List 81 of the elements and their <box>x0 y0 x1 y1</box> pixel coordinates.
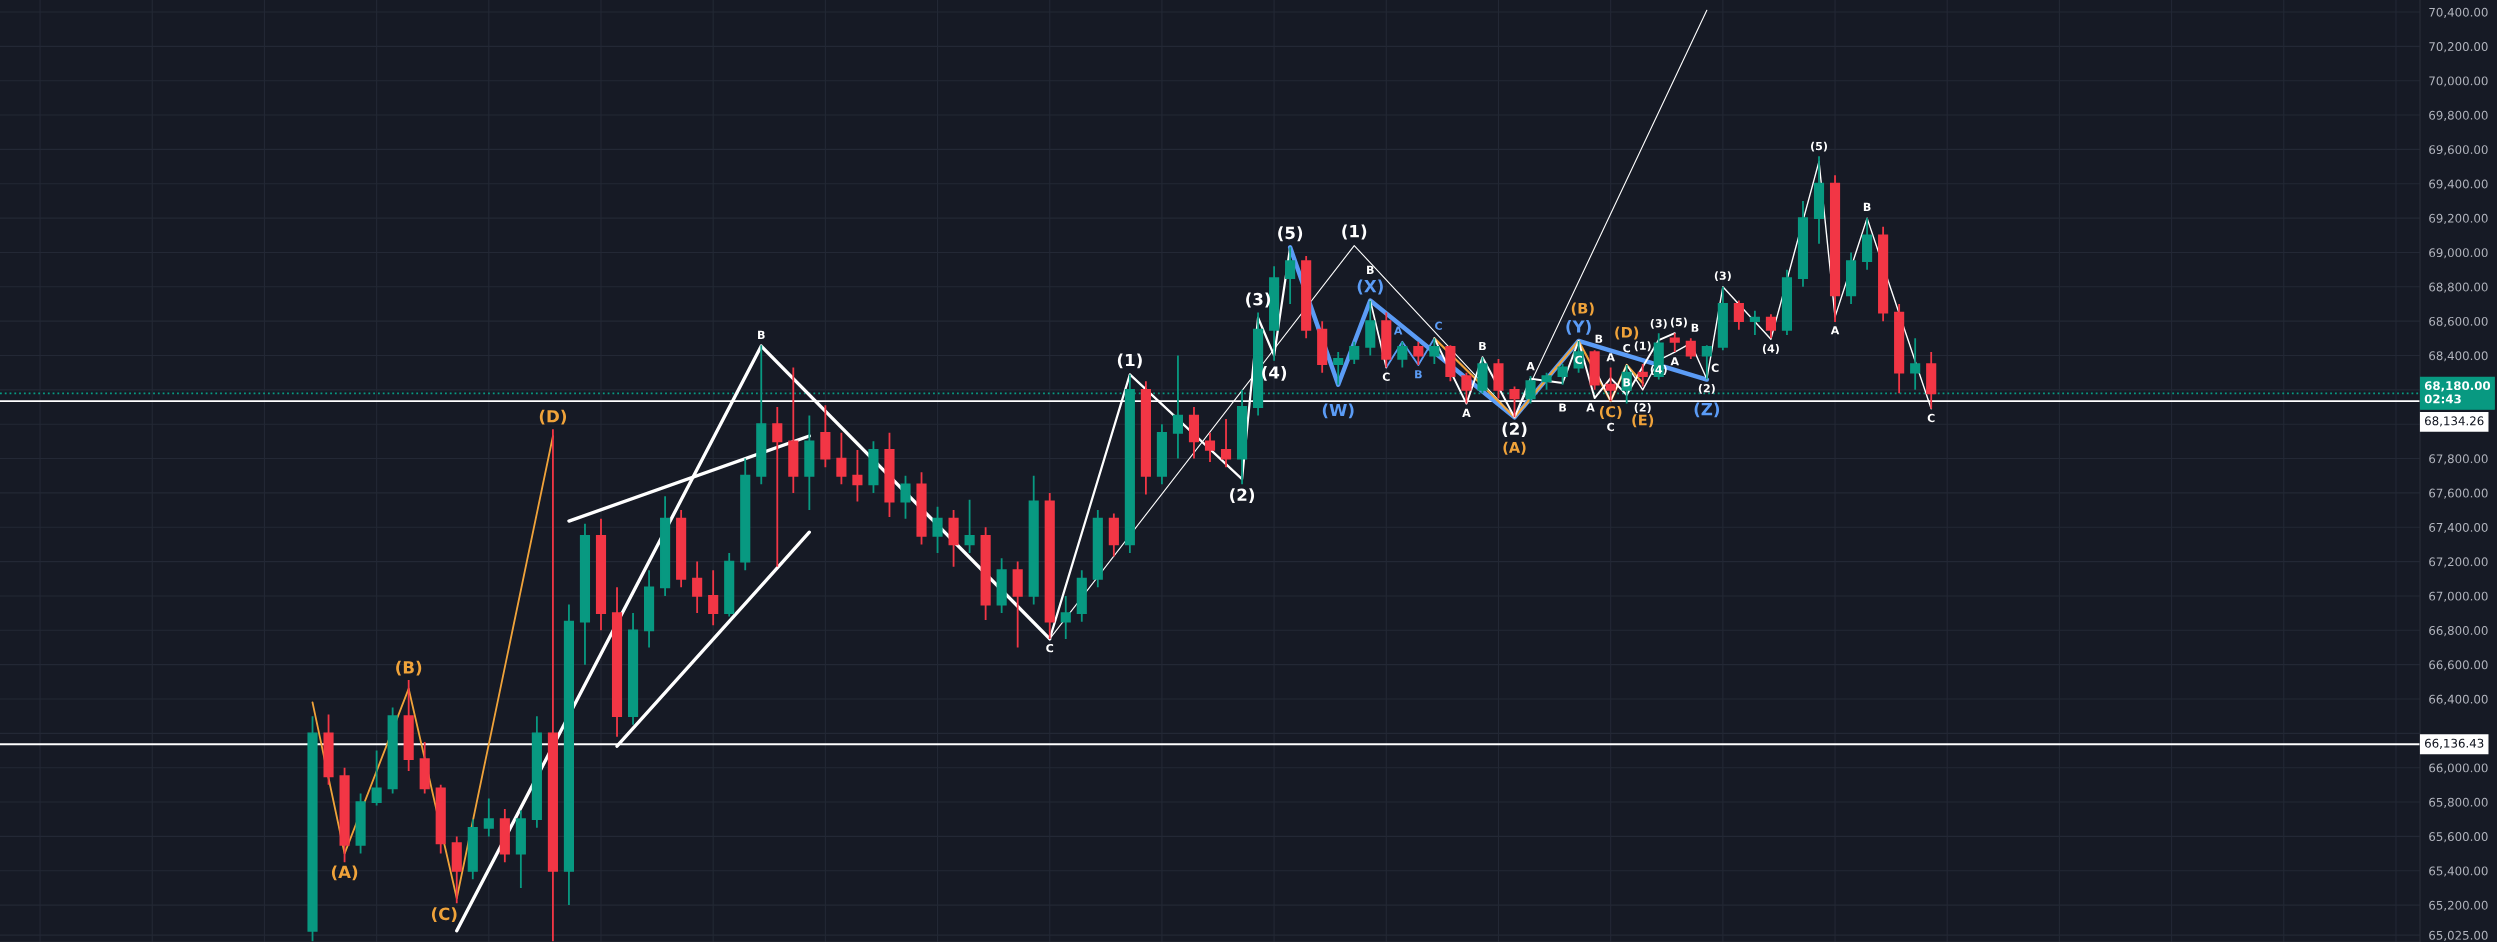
y-tick-label: 67,400.00 <box>2429 522 2488 534</box>
data-label: (D) <box>539 409 567 425</box>
y-tick-label: 66,800.00 <box>2429 626 2488 637</box>
data-label: B <box>1415 370 1422 379</box>
data-label: (A) <box>1503 441 1526 455</box>
data-label: B <box>1623 378 1631 387</box>
annotation: (2) <box>1230 488 1255 504</box>
y-tick-label: 67,200.00 <box>2429 557 2488 568</box>
y-tick-label: 69,000.00 <box>2429 248 2488 259</box>
data-label: (X) <box>1357 279 1383 295</box>
y-tick-label: 67,800.00 <box>2429 454 2488 465</box>
y-tick-label: 67,000.00 <box>2429 591 2488 602</box>
y-tick-label: 65,200.00 <box>2429 900 2488 911</box>
data-label: A <box>1586 403 1595 412</box>
data-label: B <box>758 330 765 339</box>
data-label: (A) <box>331 865 358 881</box>
y-tick-label: 69,800.00 <box>2429 110 2488 121</box>
data-label: (C) <box>431 907 457 923</box>
y-tick-label: 66,000.00 <box>2429 763 2488 774</box>
y-tick-label: 65,400.00 <box>2429 866 2488 877</box>
data-label: (Z) <box>1694 402 1720 418</box>
data-label: B <box>1367 265 1374 274</box>
data-label: A <box>1830 326 1840 335</box>
y-tick-label: 69,600.00 <box>2429 145 2488 156</box>
data-label: A <box>1462 408 1471 417</box>
y-tick-label: 70,000.00 <box>2429 76 2488 87</box>
annotation: (5) <box>1811 141 1827 152</box>
data-label: C <box>1607 422 1615 432</box>
y-tick-label: 65,600.00 <box>2429 832 2488 843</box>
annotation: (1) <box>1342 224 1367 240</box>
y-tick-label: 66,400.00 <box>2429 694 2488 705</box>
annotation: (1) <box>1634 341 1651 352</box>
data-label: B <box>1863 202 1871 211</box>
annotation: (4) <box>1762 344 1779 354</box>
data-label: C <box>1927 413 1935 423</box>
y-tick-label: 68,400.00 <box>2429 351 2488 362</box>
data-label: B <box>1691 323 1699 332</box>
y-tick-label: 68,600.00 <box>2429 316 2488 328</box>
y-tick-label: 66,600.00 <box>2429 660 2488 671</box>
data-label: C <box>1575 355 1582 365</box>
data-label: B <box>1595 334 1603 343</box>
y-tick-label: 65,025.00 <box>2429 930 2488 941</box>
data-label: (B) <box>1571 302 1594 316</box>
data-label: A <box>1670 357 1680 366</box>
annotation: (2) <box>1502 422 1527 438</box>
y-tick-label: 70,200.00 <box>2429 42 2488 53</box>
y-tick-label: 65,800.00 <box>2429 797 2488 808</box>
annotation: (4) <box>1262 365 1287 381</box>
y-tick-label: 67,600.00 <box>2429 488 2488 499</box>
y-tick-label: 69,400.00 <box>2429 179 2488 190</box>
data-label: (B) <box>396 660 422 676</box>
ref-line-label: 68,134.26 <box>2424 416 2484 427</box>
data-label: (C) <box>1599 405 1622 419</box>
y-tick-label: 70,400.00 <box>2429 7 2488 18</box>
ref-line-label: 66,136.43 <box>2424 738 2484 749</box>
annotation: (5) <box>1670 317 1687 328</box>
annotation: (3) <box>1650 318 1667 329</box>
annotation: (2) <box>1698 383 1715 394</box>
annotation: (1) <box>1117 353 1142 369</box>
data-label: B <box>1479 341 1486 351</box>
y-tick-label: 69,200.00 <box>2429 213 2488 224</box>
data-label: (Y) <box>1566 319 1591 335</box>
annotation: (2) <box>1634 403 1651 413</box>
annotation: (4) <box>1650 365 1667 375</box>
data-label: (E) <box>1632 414 1654 428</box>
annotation: (3) <box>1714 271 1731 282</box>
data-label: (W) <box>1322 403 1354 419</box>
annotation: (3) <box>1246 292 1271 308</box>
data-label: B <box>1559 403 1567 412</box>
data-label: A <box>1526 362 1535 371</box>
y-tick-label: 68,800.00 <box>2429 282 2488 293</box>
data-label: C <box>1435 321 1442 330</box>
data-label: C <box>1046 643 1054 653</box>
data-label: (D) <box>1615 326 1639 340</box>
data-label: C <box>1711 363 1719 373</box>
ref-line-label: 68,180.00 02:43 <box>2424 381 2491 404</box>
data-label: A <box>1606 353 1615 362</box>
data-label: C <box>1382 372 1390 381</box>
annotation: (5) <box>1278 226 1303 242</box>
data-label: A <box>1393 326 1403 335</box>
data-label: C <box>1623 343 1631 353</box>
